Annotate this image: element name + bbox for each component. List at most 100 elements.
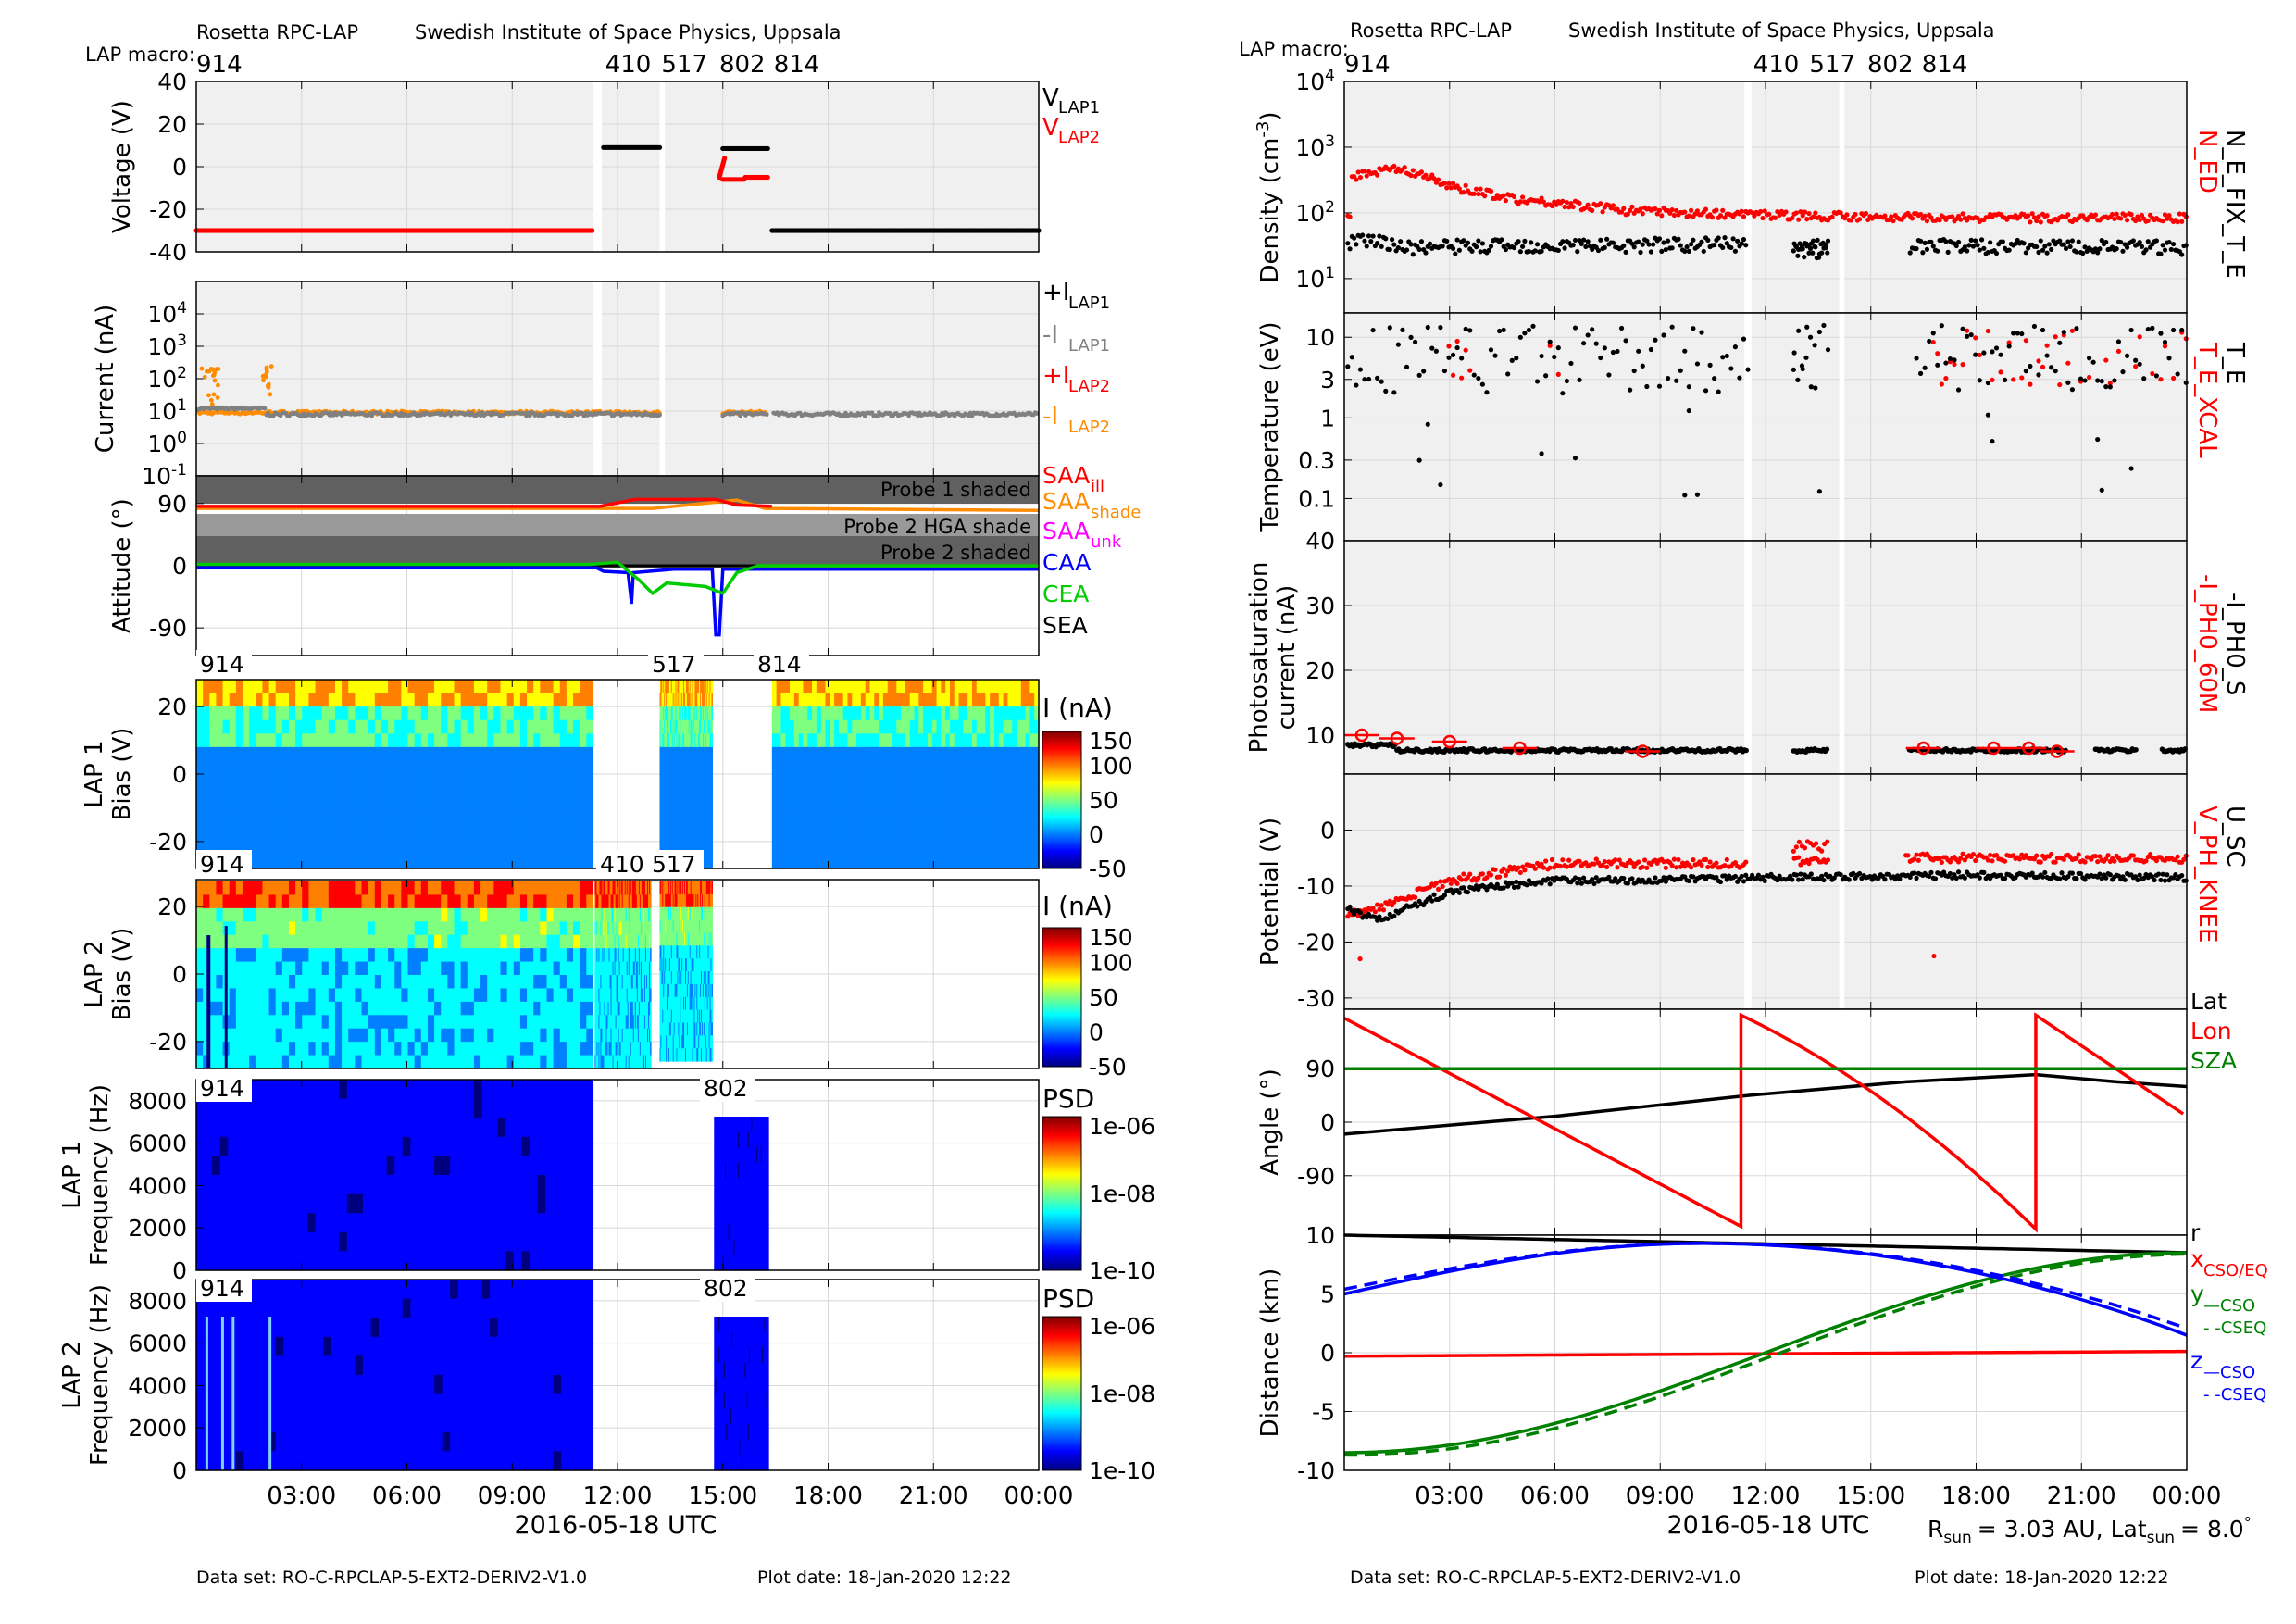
lap2-sweep-panel-cell bbox=[454, 975, 462, 990]
lap1-sweep-panel-cell bbox=[355, 680, 363, 694]
lap2-sweep-panel-cell bbox=[513, 894, 521, 909]
lap1-sweep-panel-cell bbox=[540, 774, 548, 789]
lap1-sweep-panel-cell bbox=[838, 841, 844, 856]
lap1-sweep-panel-cell bbox=[334, 760, 343, 775]
lap1-sweep-panel-cell bbox=[334, 680, 343, 694]
lap1-sweep-panel-cell bbox=[776, 693, 782, 707]
lap1-sweep-panel-cell bbox=[967, 814, 973, 829]
lap1-sweep-panel-cell bbox=[785, 841, 791, 856]
lap2-sweep-panel-cell bbox=[441, 948, 448, 963]
lap1-sweep-panel-cell bbox=[203, 787, 210, 802]
lap1-sweep-panel-cell bbox=[586, 746, 594, 762]
lap2-sweep-panel-cell bbox=[493, 961, 502, 976]
lap1-sweep-panel-cell bbox=[434, 680, 442, 694]
lap1-sweep-panel-label: 914 bbox=[200, 651, 244, 678]
lap1-sweep-panel-cell bbox=[229, 693, 237, 707]
lap1-sweep-panel-cell bbox=[998, 706, 1004, 721]
lap2-sweep-panel-cell bbox=[573, 907, 580, 922]
lap2-sweep-panel-cell bbox=[315, 1042, 323, 1056]
lap2-sweep-panel-cell bbox=[407, 934, 416, 949]
lap1-sweep-panel-cell bbox=[901, 719, 906, 734]
lap1-sweep-panel-cell bbox=[540, 693, 548, 707]
lap2-sweep-panel-cell bbox=[566, 934, 574, 949]
lap2-sweep-panel-cell bbox=[374, 881, 382, 896]
lap1-sweep-panel-cell bbox=[229, 774, 237, 789]
lap1-sweep-panel-cell bbox=[493, 841, 502, 856]
lap2-sweep-panel-cell bbox=[533, 1015, 541, 1030]
lap1-sweep-panel-cell bbox=[573, 814, 580, 829]
lap1-sweep-panel-cell bbox=[342, 814, 349, 829]
lap1-sweep-panel-cell bbox=[1007, 855, 1013, 869]
lap2-sweep-panel-cell bbox=[328, 948, 336, 963]
lap1-sweep-panel-cell bbox=[586, 814, 594, 829]
lap2-sweep-panel-cell bbox=[553, 907, 561, 922]
lap1-sweep-panel-cell bbox=[820, 787, 827, 802]
lap1-sweep-panel-cell bbox=[1029, 760, 1035, 775]
lap1-sweep-panel-cell bbox=[869, 693, 875, 707]
lap1-sweep-panel-cell bbox=[427, 841, 435, 856]
lap2-sweep-panel-cell bbox=[288, 975, 296, 990]
lap1-sweep-panel-cell bbox=[447, 787, 455, 802]
lap1-sweep-panel-cell bbox=[931, 774, 938, 789]
lap2-sweep-panel-cell bbox=[348, 934, 356, 949]
lap1-sweep-panel-cell bbox=[388, 693, 395, 707]
lap2-sweep-panel-cell bbox=[519, 1028, 528, 1043]
lap2-sweep-panel-cell bbox=[420, 934, 429, 949]
lap1-sweep-panel-cell bbox=[780, 774, 786, 789]
lap1-sweep-panel-cell bbox=[566, 828, 574, 843]
lap2-sweep-panel-cell bbox=[519, 1015, 528, 1030]
lap2-sweep-panel-cell bbox=[209, 975, 218, 990]
lap2-sweep-panel-cell bbox=[321, 948, 330, 963]
lap1-sweep-panel-cell bbox=[315, 814, 323, 829]
lap1-sweep-panel-cell bbox=[923, 746, 929, 762]
lap1-sweep-panel-cell bbox=[480, 680, 488, 694]
lap2-sweep-panel-cell bbox=[546, 961, 555, 976]
lap1-sweep-panel-cell bbox=[838, 693, 844, 707]
lap1-sweep-panel-cell bbox=[816, 719, 822, 734]
lap1-sweep-panel-cell bbox=[434, 706, 442, 721]
lap1-sweep-panel-cell bbox=[281, 693, 290, 707]
lap2-sweep-panel-cell bbox=[361, 881, 369, 896]
lap1-sweep-panel-cell bbox=[334, 841, 343, 856]
lap2-sweep-panel-cell bbox=[586, 1042, 594, 1056]
lap1-sweep-panel-cell bbox=[553, 814, 561, 829]
lap1-sweep-panel-cell bbox=[401, 774, 409, 789]
lap1-sweep-panel-cell bbox=[820, 706, 827, 721]
lap2-sweep-panel-cell bbox=[586, 961, 594, 976]
lap2-sweep-panel-cell bbox=[506, 1001, 515, 1016]
lap1-sweep-panel-cell bbox=[812, 760, 817, 775]
lap2-sweep-panel-cell bbox=[268, 1001, 277, 1016]
lap2-sweep-panel-cell bbox=[546, 988, 555, 1003]
lap2-sweep-panel-cell bbox=[229, 934, 237, 949]
lap1-sweep-panel-cell bbox=[209, 746, 218, 762]
lap1-sweep-panel-cell bbox=[838, 801, 844, 816]
lap2-sweep-panel-cell bbox=[559, 1055, 568, 1069]
lap1-sweep-panel-cell bbox=[874, 760, 880, 775]
lap2-sweep-panel-cell bbox=[586, 948, 594, 963]
lap1-sweep-panel-cell bbox=[527, 680, 534, 694]
lap1-sweep-panel-cell bbox=[460, 760, 468, 775]
lap2-sweep-panel-cell bbox=[381, 961, 389, 976]
lap2-sweep-panel-cell bbox=[454, 1055, 462, 1069]
lap1-sweep-panel-cell bbox=[816, 841, 822, 856]
lap2-sweep-panel-cell bbox=[401, 1015, 409, 1030]
lap1-sweep-panel-cell bbox=[321, 855, 330, 869]
lap1-sweep-panel-cell bbox=[368, 760, 376, 775]
lap2-sweep-panel-cell bbox=[573, 921, 580, 936]
lap1-sweep-panel-cell bbox=[803, 855, 808, 869]
lap1-sweep-panel-cell bbox=[553, 841, 561, 856]
lap2-sweep-panel-cell bbox=[586, 921, 594, 936]
lap1-sweep-panel-cell bbox=[355, 814, 363, 829]
lap1-sweep-panel-cell bbox=[315, 787, 323, 802]
lap2-sweep-panel-cell bbox=[506, 975, 515, 990]
lap1-sweep-panel-cell bbox=[842, 828, 849, 843]
lap2-sweep-panel-cell bbox=[454, 881, 462, 896]
lap1-sweep-panel-cell bbox=[288, 841, 296, 856]
lap1-sweep-panel-cell bbox=[229, 706, 237, 721]
lap1-sweep-panel-cell bbox=[1016, 787, 1022, 802]
lap2-sweep-panel-cell bbox=[216, 1055, 224, 1069]
lap1-sweep-panel-cell bbox=[275, 787, 283, 802]
lap1-sweep-panel-cell bbox=[931, 801, 938, 816]
lap1-sweep-panel-cell bbox=[923, 774, 929, 789]
lap1-sweep-panel-cell bbox=[586, 801, 594, 816]
